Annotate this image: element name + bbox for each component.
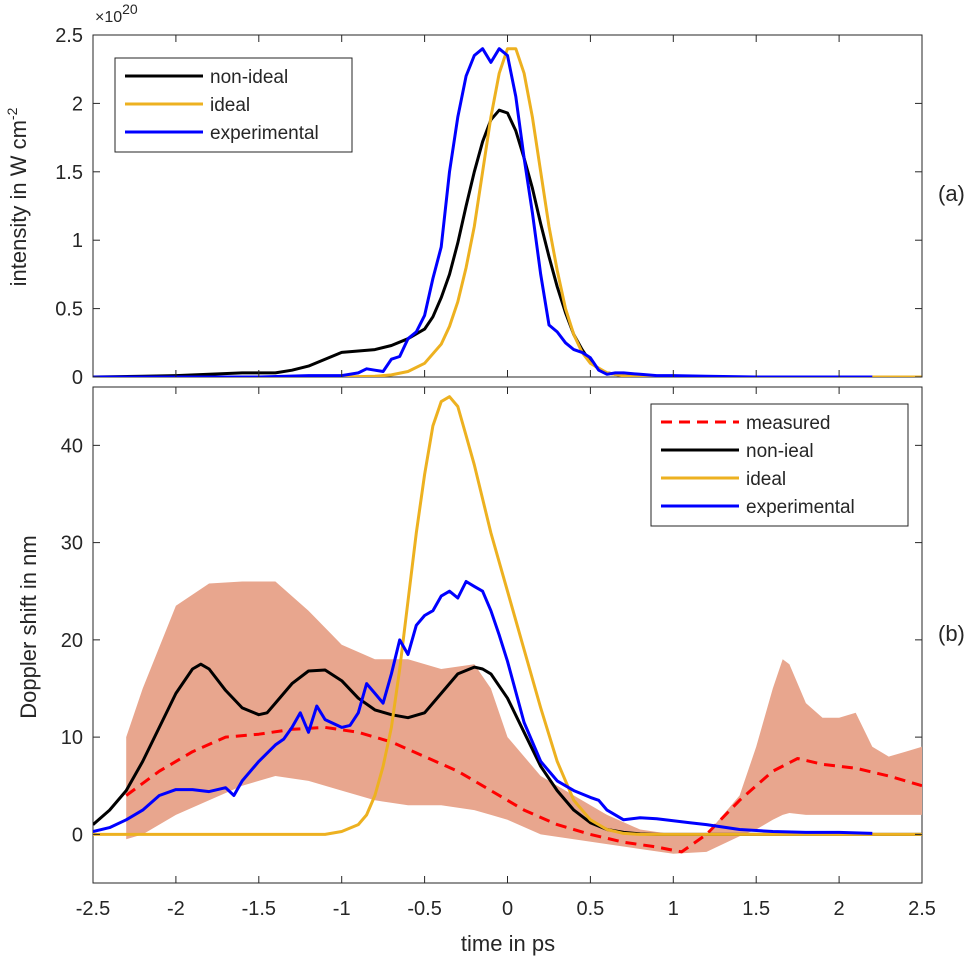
legend-label: ideal bbox=[746, 469, 786, 490]
legend-label: experimental bbox=[210, 123, 319, 144]
y-tick-label: 0 bbox=[72, 367, 83, 389]
series-line-non-ieal bbox=[93, 662, 922, 836]
panel-a-intensity: 0 0.5 1 1.5 2 2.5 ×1020 intensity in W cm-2 (… bbox=[4, 1, 965, 389]
panel-b-legend: measured non-ieal ideal experimental bbox=[650, 403, 909, 527]
x-tick-label: 2.5 bbox=[908, 898, 936, 920]
legend-label: non-ideal bbox=[210, 67, 288, 88]
series-line-experimental bbox=[93, 580, 873, 835]
series-line-measured bbox=[125, 725, 922, 854]
x-tick-label: 0.5 bbox=[576, 898, 604, 920]
x-tick-label: -2.5 bbox=[76, 898, 110, 920]
x-tick-label: -2 bbox=[167, 898, 185, 920]
series-line-experimental bbox=[93, 47, 873, 377]
legend-label: non-ieal bbox=[746, 441, 814, 462]
panel-a-legend: non-ideal ideal experimental bbox=[114, 57, 353, 153]
legend-label: ideal bbox=[210, 95, 250, 116]
series-line-ideal bbox=[93, 47, 922, 377]
y-tick-label: 20 bbox=[61, 630, 83, 652]
panel-b-label: (b) bbox=[938, 621, 965, 646]
y-tick-label: 1.5 bbox=[55, 162, 83, 184]
panel-a-ylabel: intensity in W cm-2 bbox=[4, 107, 31, 286]
y-tick-label: 40 bbox=[61, 435, 83, 457]
x-tick-label: 2 bbox=[834, 898, 845, 920]
panel-a-label: (a) bbox=[938, 181, 965, 206]
x-tick-label: -1.5 bbox=[242, 898, 276, 920]
y-tick-label: 10 bbox=[61, 727, 83, 749]
panel-a-exponent: ×1020 bbox=[95, 1, 138, 26]
y-tick-label: 0 bbox=[72, 824, 83, 846]
x-tick-label: -1 bbox=[333, 898, 351, 920]
x-tick-label: 1 bbox=[668, 898, 679, 920]
x-tick-label: 1.5 bbox=[742, 898, 770, 920]
x-tick-label: -0.5 bbox=[407, 898, 441, 920]
y-tick-label: 0.5 bbox=[55, 299, 83, 321]
y-tick-label: 2 bbox=[72, 93, 83, 115]
y-tick-label: 2.5 bbox=[55, 25, 83, 47]
panel-b-doppler: -2.5 -2 -1.5 -1 -0.5 0 0.5 1 1.5 2 2.5 0 10 20 30 40 Do… bbox=[16, 386, 965, 956]
legend-label: measured bbox=[746, 413, 831, 434]
series-line-ideal bbox=[93, 395, 922, 836]
measured-uncertainty-band bbox=[126, 581, 922, 854]
y-tick-label: 30 bbox=[61, 533, 83, 555]
y-tick-label: 1 bbox=[72, 230, 83, 252]
legend-label: experimental bbox=[746, 497, 855, 518]
x-tick-label: 0 bbox=[502, 898, 513, 920]
panel-b-ylabel: Doppler shift in nm bbox=[16, 535, 41, 718]
panel-b-xlabel: time in ps bbox=[461, 931, 555, 956]
